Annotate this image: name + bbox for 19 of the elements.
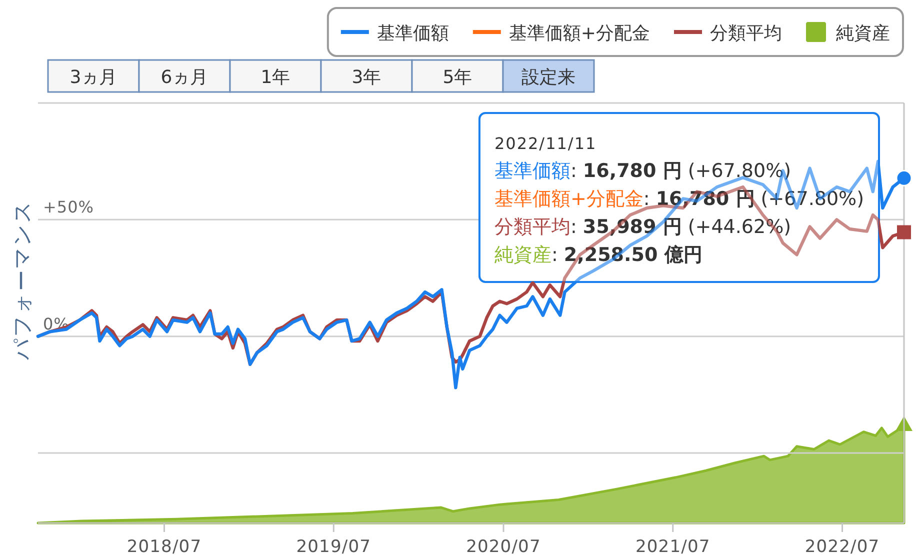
text: 1年 [260, 67, 290, 88]
x-tick-label: 2020/07 [466, 537, 541, 555]
text: 5年 [442, 67, 472, 88]
legend-label: 純資産 [836, 23, 890, 44]
legend-label: 基準価額+分配金 [508, 23, 650, 44]
y-axis-title: パフォーマンス [10, 200, 34, 361]
y-tick-label: +50% [43, 198, 94, 217]
text: 設定来 [522, 67, 576, 88]
annotation: 2022/11/11 [494, 134, 597, 153]
text: 3ヵ月 [70, 67, 118, 88]
annotation: 基準価額: 16,780 円 (+67.80%) [494, 160, 792, 182]
text: 6ヵ月 [160, 67, 208, 88]
legend-label: 分類平均 [710, 23, 782, 44]
x-tick-label: 2022/07 [804, 537, 880, 555]
x-tick-label: 2019/07 [296, 537, 372, 555]
text: 3年 [352, 67, 382, 88]
x-tick-label: 2018/07 [126, 537, 202, 555]
x-tick-label: 2021/07 [635, 537, 710, 555]
legend-label: 基準価額 [376, 23, 449, 44]
